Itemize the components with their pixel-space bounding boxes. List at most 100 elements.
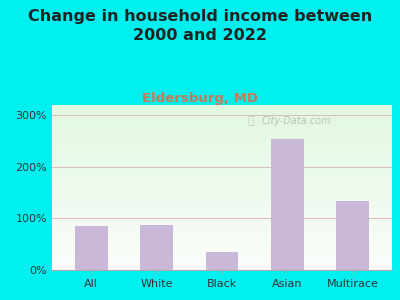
Bar	[52, 143, 392, 145]
Bar	[52, 141, 392, 143]
Bar	[52, 166, 392, 168]
Bar	[52, 146, 392, 148]
Bar	[52, 123, 392, 125]
Bar	[52, 115, 392, 116]
Bar	[52, 199, 392, 201]
Bar	[52, 168, 392, 169]
Bar	[52, 250, 392, 252]
Bar	[52, 234, 392, 235]
Bar	[52, 226, 392, 227]
Bar	[52, 126, 392, 128]
Bar	[52, 108, 392, 110]
Bar	[52, 184, 392, 186]
Bar	[52, 128, 392, 130]
Bar	[52, 222, 392, 224]
Bar	[52, 182, 392, 184]
Bar	[52, 214, 392, 215]
Bar	[52, 181, 392, 182]
Bar	[52, 215, 392, 217]
Bar	[52, 156, 392, 158]
Bar	[52, 140, 392, 141]
Bar	[52, 263, 392, 265]
Bar	[52, 260, 392, 262]
Bar	[52, 197, 392, 199]
Text: Eldersburg, MD: Eldersburg, MD	[142, 92, 258, 104]
Bar	[271, 139, 304, 270]
Bar	[52, 219, 392, 220]
Bar	[52, 220, 392, 222]
Bar	[52, 161, 392, 163]
Bar	[140, 225, 173, 270]
Bar	[52, 149, 392, 151]
Bar	[52, 122, 392, 123]
Bar	[52, 131, 392, 133]
Bar	[52, 186, 392, 188]
Bar	[52, 148, 392, 150]
Bar	[52, 196, 392, 197]
Bar	[336, 201, 369, 270]
Bar	[52, 267, 392, 268]
Bar	[52, 242, 392, 244]
Bar	[52, 235, 392, 237]
Bar	[52, 158, 392, 159]
Bar	[52, 188, 392, 189]
Bar	[52, 245, 392, 247]
Bar	[52, 163, 392, 164]
Bar	[52, 193, 392, 194]
Bar	[52, 207, 392, 209]
Bar	[52, 244, 392, 245]
Bar	[52, 230, 392, 232]
Bar	[52, 194, 392, 196]
Bar	[52, 254, 392, 255]
Bar	[52, 154, 392, 156]
Text: ⓘ: ⓘ	[248, 116, 254, 127]
Bar	[52, 164, 392, 166]
Bar	[52, 130, 392, 131]
Bar	[52, 171, 392, 172]
Bar	[52, 252, 392, 254]
Bar	[52, 176, 392, 178]
Text: City-Data.com: City-Data.com	[262, 116, 332, 127]
Bar	[52, 151, 392, 153]
Bar	[52, 145, 392, 146]
Bar	[52, 125, 392, 127]
Bar	[52, 201, 392, 202]
Bar	[52, 178, 392, 179]
Bar	[52, 120, 392, 122]
Bar	[52, 135, 392, 136]
Bar	[52, 248, 392, 250]
Bar	[52, 174, 392, 176]
Bar	[52, 106, 392, 108]
Bar	[52, 240, 392, 242]
Bar	[52, 202, 392, 204]
Bar	[52, 255, 392, 257]
Bar	[52, 112, 392, 113]
Bar	[52, 217, 392, 219]
Bar	[52, 206, 392, 207]
Bar	[52, 262, 392, 263]
Bar	[52, 247, 392, 248]
Bar	[52, 153, 392, 154]
Bar	[206, 252, 238, 270]
Bar	[52, 211, 392, 212]
Bar	[52, 133, 392, 135]
Bar	[52, 224, 392, 226]
Bar	[52, 229, 392, 230]
Bar	[52, 212, 392, 214]
Bar	[52, 227, 392, 229]
Bar	[52, 136, 392, 138]
Bar	[52, 105, 392, 106]
Bar	[52, 160, 392, 161]
Bar	[52, 116, 392, 118]
Bar	[52, 209, 392, 211]
Bar	[52, 257, 392, 258]
Bar	[52, 265, 392, 267]
Bar	[52, 118, 392, 120]
Bar	[52, 258, 392, 260]
Bar	[52, 113, 392, 115]
Bar	[52, 179, 392, 181]
Bar	[52, 232, 392, 234]
Bar	[52, 138, 392, 140]
Bar	[52, 239, 392, 240]
Bar	[52, 189, 392, 191]
